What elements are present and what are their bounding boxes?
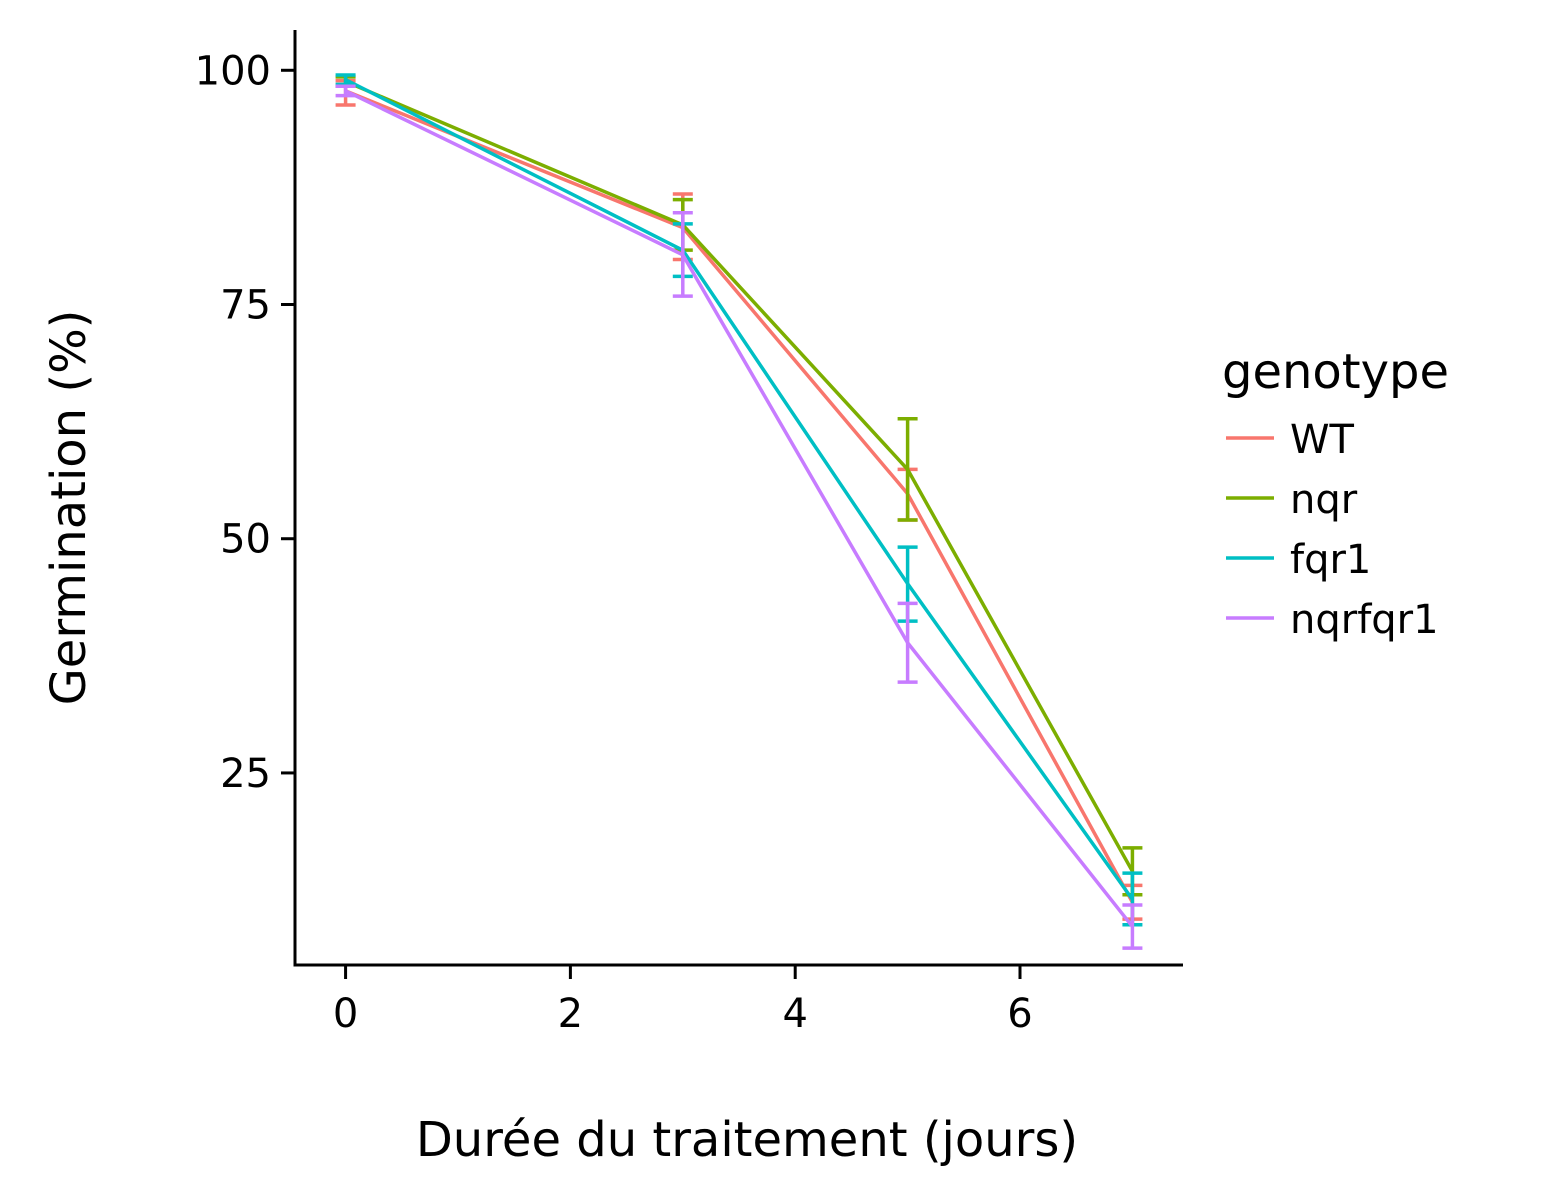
legend-title: genotype bbox=[1222, 344, 1449, 400]
error-bar bbox=[672, 210, 693, 298]
series-fqr1 bbox=[335, 73, 1143, 927]
legend-item-nqr: nqr bbox=[1226, 477, 1358, 523]
error-bar bbox=[335, 84, 356, 98]
error-bar bbox=[897, 417, 918, 522]
legend-label: nqr bbox=[1290, 477, 1358, 523]
legend-item-WT: WT bbox=[1226, 417, 1355, 463]
error-bar bbox=[335, 73, 356, 87]
series-line-nqrfqr1 bbox=[344, 89, 1134, 928]
legend-label: fqr1 bbox=[1290, 537, 1371, 583]
series-WT bbox=[335, 78, 1143, 921]
x-axis-title: Durée du traitement (jours) bbox=[416, 1112, 1078, 1168]
series-layer bbox=[335, 73, 1143, 950]
legend-item-fqr1: fqr1 bbox=[1226, 537, 1371, 583]
error-bar bbox=[1122, 903, 1143, 950]
x-tick-label: 2 bbox=[558, 991, 583, 1037]
y-axis-title: Germination (%) bbox=[41, 310, 97, 706]
x-tick-label: 0 bbox=[333, 991, 358, 1037]
series-line-fqr1 bbox=[344, 78, 1134, 901]
y-tick-label: 25 bbox=[220, 751, 271, 797]
legend-item-nqrfqr1: nqrfqr1 bbox=[1226, 597, 1439, 643]
y-tick-label: 50 bbox=[220, 517, 271, 563]
series-nqr bbox=[335, 75, 1143, 897]
legend-label: WT bbox=[1290, 417, 1355, 463]
y-tick-label: 75 bbox=[220, 283, 271, 329]
legend-label: nqrfqr1 bbox=[1290, 597, 1439, 643]
plot-area: 25 50 75 100 0 2 4 6 bbox=[195, 30, 1183, 1037]
x-tick-label: 4 bbox=[782, 991, 807, 1037]
y-axis-ticks: 25 50 75 100 bbox=[195, 48, 295, 797]
series-nqrfqr1 bbox=[335, 84, 1143, 950]
x-tick-label: 6 bbox=[1007, 991, 1032, 1037]
series-line-nqr bbox=[344, 79, 1134, 873]
error-bar bbox=[897, 601, 918, 684]
series-line-WT bbox=[344, 89, 1134, 904]
x-axis-ticks: 0 2 4 6 bbox=[333, 965, 1033, 1037]
y-tick-label: 100 bbox=[195, 48, 271, 94]
